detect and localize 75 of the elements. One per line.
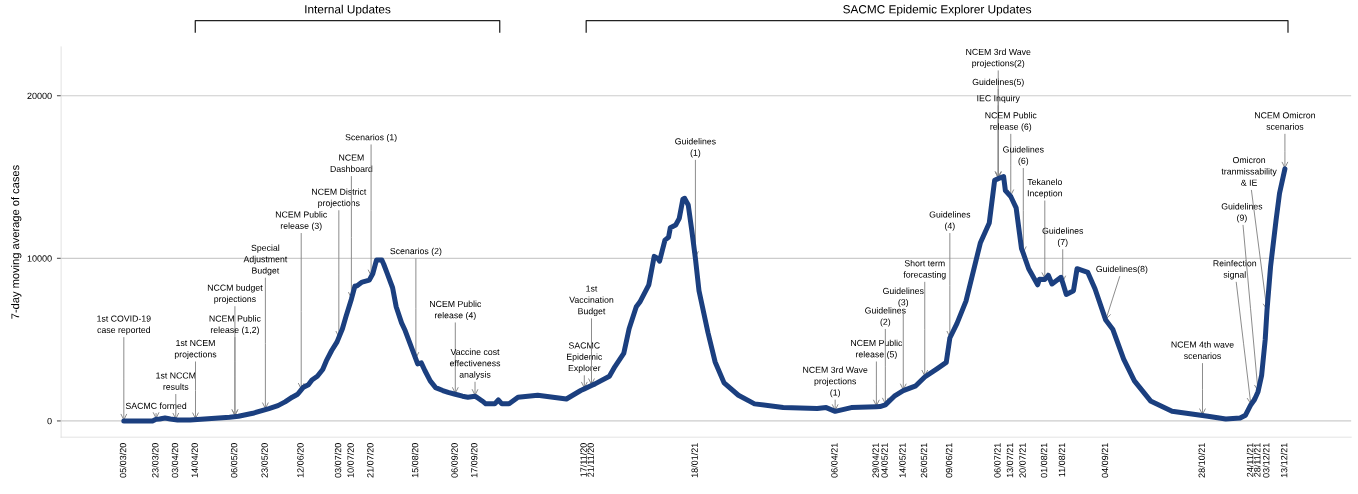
annotation: Special Adjustment Budget: [243, 244, 288, 276]
x-tick-label: 05/03/20: [119, 443, 127, 478]
annotation: NCEM 3rd Wave projections (1): [803, 366, 868, 398]
annotation: Guidelines (6): [1003, 146, 1044, 166]
y-axis-title: 7-day moving average of cases: [11, 165, 22, 319]
x-tick-label: 11/08/21: [1058, 443, 1066, 477]
annotation: Vaccine cost effectiveness analysis: [449, 348, 501, 380]
x-tick-label: 03/07/20: [334, 443, 342, 478]
annotation: NCEM 3rd Wave projections(2): [966, 48, 1031, 69]
text: SACMC Epidemic Explorer Updates: [843, 4, 1032, 16]
x-tick-label: 04/09/21: [1101, 443, 1109, 478]
annotation: Omicron tranmissability & IE: [1221, 156, 1277, 186]
annotation: NCEM Public release (6): [985, 111, 1037, 132]
y-tick-label: 20000: [27, 92, 52, 100]
x-tick-label: 13/12/21: [1280, 443, 1288, 478]
x-tick-label: 15/08/20: [411, 443, 419, 478]
annotation: NCEM 4th wave scenarios: [1171, 341, 1234, 360]
x-tick-label: 12/06/20: [297, 443, 304, 478]
annotation: Guidelines (2): [865, 307, 906, 327]
annotation: Short term forecasting: [903, 259, 946, 280]
annotation: 1st COVID-19 case reported: [97, 315, 151, 335]
x-tick-label: 20/07/21: [1019, 443, 1026, 478]
x-tick-label: 09/06/21: [945, 443, 953, 478]
annotation: Guidelines(8): [1096, 265, 1148, 274]
annotation: NCEM Public release (3): [275, 211, 327, 231]
x-tick-label: 04/05/21: [881, 443, 888, 478]
x-tick-label: 24/11/21: [1246, 443, 1254, 477]
annotation: Guidelines (7): [1042, 227, 1084, 247]
x-tick-label: 23/05/20: [261, 443, 268, 478]
annotation: NCEM Omicron scenarios: [1255, 111, 1315, 130]
annotation: Guidelines (9): [1221, 203, 1263, 223]
annotation: IEC Inquiry: [977, 94, 1020, 104]
x-tick-label: 28/10/21: [1198, 443, 1205, 478]
annotation: SACMC Epidemic Explorer: [567, 342, 603, 373]
annotation: NCEM Public release (4): [430, 300, 482, 321]
annotation: 1st NCEM projections: [174, 339, 217, 360]
x-tick-label: 14/04/20: [191, 443, 198, 478]
x-tick-label: 03/12/21: [1262, 443, 1270, 478]
annotation: NCEM Dashboard: [330, 154, 373, 173]
x-tick-label: 03/04/20: [171, 443, 179, 478]
annotation: 1st Vaccination Budget: [569, 285, 614, 316]
y-tick-label: 0: [47, 417, 52, 425]
x-tick-label: 17/11/20: [580, 443, 587, 477]
annotation: SACMC formed: [125, 402, 187, 409]
x-tick-label: 29/04/21: [872, 443, 879, 478]
annotation: Guidelines (1): [675, 138, 716, 158]
x-tick-label: 06/07/21: [994, 443, 1001, 478]
x-tick-label: 21/07/20: [366, 443, 374, 478]
annotation: Scenarios (1): [345, 133, 397, 143]
annotation: NCCM budget projections: [207, 284, 263, 304]
annotation: Reinfection signal: [1213, 259, 1257, 280]
x-tick-label: 28/11/21: [1253, 443, 1261, 477]
x-tick-label: 06/09/20: [451, 443, 458, 478]
x-tick-label: 10/07/20: [347, 443, 354, 478]
x-tick-label: 17/09/20: [470, 443, 478, 478]
x-tick-label: 06/05/20: [230, 443, 238, 478]
annotation: 1st NCCM results: [156, 372, 196, 390]
annotation: NCEM District projections: [312, 188, 367, 208]
y-tick-label: 10000: [27, 255, 52, 262]
x-tick-label: 23/03/20: [151, 443, 159, 478]
annotation: NCEM Public release (1,2): [209, 315, 261, 335]
text: Internal Updates: [305, 4, 391, 16]
x-tick-label: 18/01/21: [691, 443, 698, 478]
x-tick-label: 13/07/21: [1006, 443, 1014, 478]
annotation: Scenarios (2): [390, 247, 442, 256]
x-tick-label: 14/05/21: [899, 443, 906, 478]
annotation: Guidelines (4): [929, 211, 971, 231]
x-tick-label: 01/08/21: [1040, 443, 1048, 478]
x-tick-label: 21/11/20: [587, 443, 594, 477]
annotation: Tekanelo Inception: [1027, 178, 1062, 199]
x-tick-label: 26/05/21: [920, 443, 928, 478]
annotation: NCEM Public release (5): [851, 339, 903, 360]
annotation: Guidelines (3): [883, 287, 924, 308]
annotation: Guidelines(5): [972, 78, 1024, 87]
x-tick-label: 06/04/21: [830, 443, 838, 478]
